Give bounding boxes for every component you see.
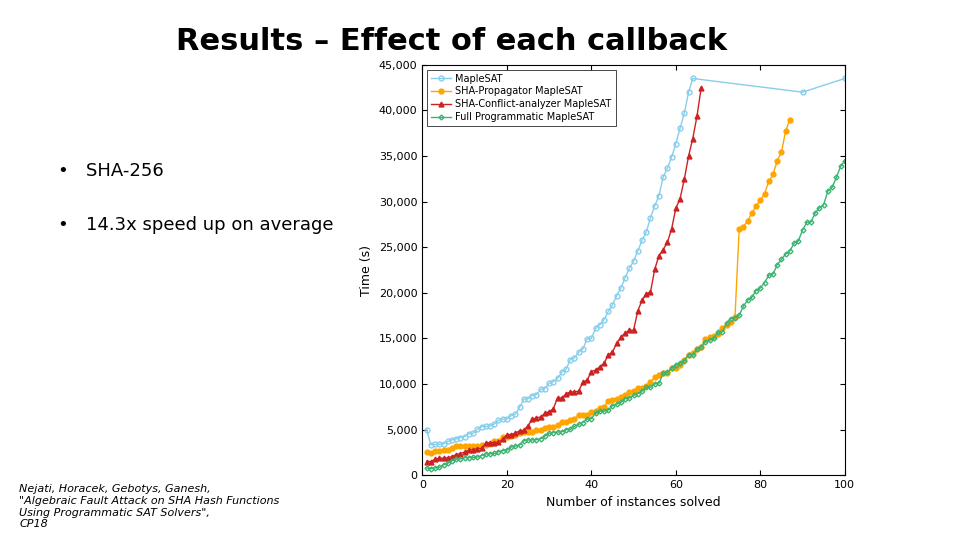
SHA-Propagator MapleSAT <box>577 411 588 418</box>
MapleSAT <box>640 229 652 235</box>
MapleSAT <box>420 427 432 433</box>
SHA-Propagator MapleSAT <box>420 449 432 456</box>
Full Programmatic MapleSAT <box>522 437 534 443</box>
Text: •   SHA-256: • SHA-256 <box>58 162 163 180</box>
SHA-Conflict-analyzer MapleSAT <box>640 291 652 297</box>
Full Programmatic MapleSAT <box>420 464 432 471</box>
Full Programmatic MapleSAT <box>809 210 821 216</box>
SHA-Propagator MapleSAT <box>531 427 542 434</box>
SHA-Propagator MapleSAT <box>784 116 796 123</box>
Line: Full Programmatic MapleSAT: Full Programmatic MapleSAT <box>425 159 847 470</box>
Text: Nejati, Horacek, Gebotys, Ganesh,
"Algebraic Fault Attack on SHA Hash Functions
: Nejati, Horacek, Gebotys, Ganesh, "Algeb… <box>19 484 279 529</box>
SHA-Conflict-analyzer MapleSAT <box>510 430 521 436</box>
Legend: MapleSAT, SHA-Propagator MapleSAT, SHA-Conflict-analyzer MapleSAT, Full Programm: MapleSAT, SHA-Propagator MapleSAT, SHA-C… <box>427 70 615 126</box>
Text: 40: 40 <box>893 485 939 519</box>
X-axis label: Number of instances solved: Number of instances solved <box>546 496 721 509</box>
SHA-Conflict-analyzer MapleSAT <box>425 458 437 465</box>
Full Programmatic MapleSAT <box>640 384 652 391</box>
SHA-Conflict-analyzer MapleSAT <box>446 453 458 460</box>
SHA-Conflict-analyzer MapleSAT <box>679 176 690 183</box>
MapleSAT <box>425 442 437 448</box>
SHA-Conflict-analyzer MapleSAT <box>695 84 707 91</box>
MapleSAT <box>543 380 555 387</box>
SHA-Propagator MapleSAT <box>484 441 495 448</box>
Line: SHA-Propagator MapleSAT: SHA-Propagator MapleSAT <box>424 117 792 455</box>
MapleSAT <box>446 436 458 443</box>
Full Programmatic MapleSAT <box>674 360 685 366</box>
SHA-Conflict-analyzer MapleSAT <box>420 458 432 465</box>
Full Programmatic MapleSAT <box>839 157 851 164</box>
Line: SHA-Conflict-analyzer MapleSAT: SHA-Conflict-analyzer MapleSAT <box>424 85 704 464</box>
MapleSAT <box>492 417 504 424</box>
Full Programmatic MapleSAT <box>822 188 833 194</box>
MapleSAT <box>510 411 521 418</box>
Full Programmatic MapleSAT <box>425 465 437 472</box>
MapleSAT <box>547 379 559 385</box>
SHA-Propagator MapleSAT <box>607 397 618 403</box>
SHA-Propagator MapleSAT <box>505 433 516 439</box>
SHA-Conflict-analyzer MapleSAT <box>543 408 555 415</box>
Full Programmatic MapleSAT <box>505 444 516 450</box>
MapleSAT <box>839 75 851 82</box>
Text: •   14.3x speed up on average: • 14.3x speed up on average <box>58 216 333 234</box>
MapleSAT <box>687 75 699 82</box>
SHA-Propagator MapleSAT <box>425 450 437 456</box>
Y-axis label: Time (s): Time (s) <box>360 245 373 295</box>
SHA-Propagator MapleSAT <box>721 321 732 328</box>
SHA-Conflict-analyzer MapleSAT <box>492 439 504 446</box>
Line: MapleSAT: MapleSAT <box>424 76 848 447</box>
Text: Results – Effect of each callback: Results – Effect of each callback <box>176 27 727 56</box>
